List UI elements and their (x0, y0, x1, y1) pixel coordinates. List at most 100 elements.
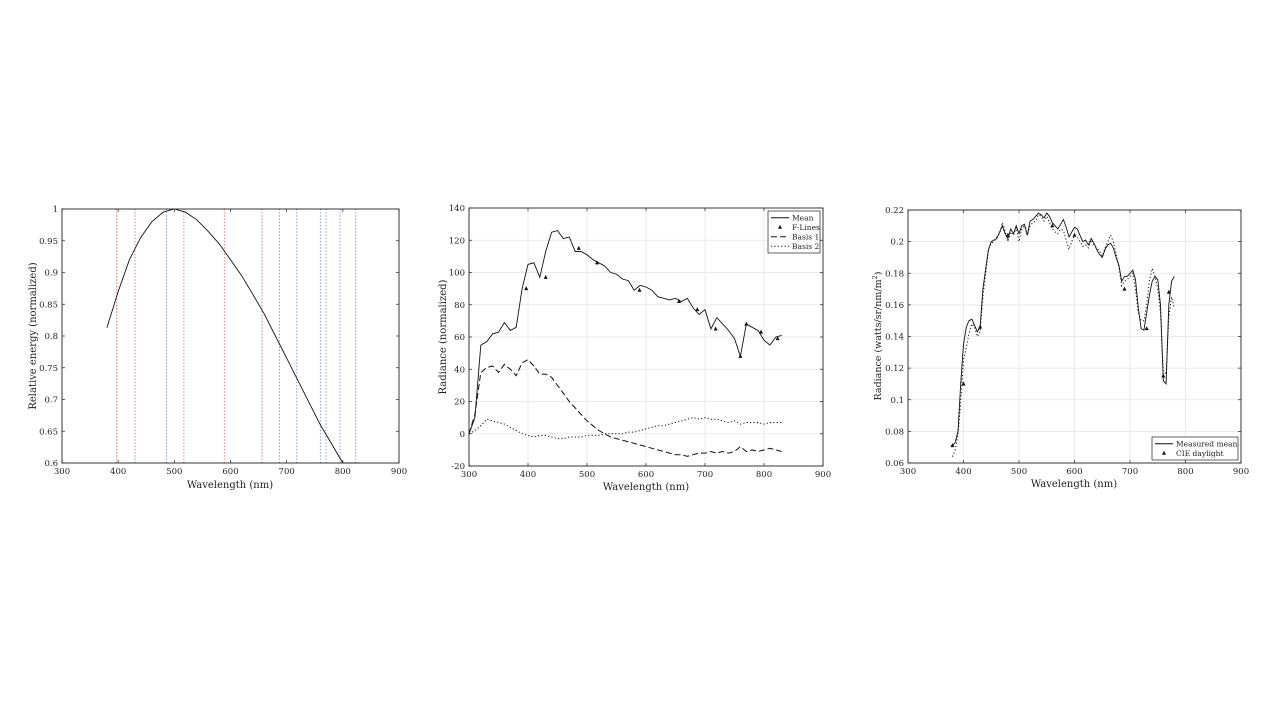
y-tick-label: 140 (449, 204, 465, 214)
chart-radiance-absolute: 300 400 500 600 700 800 900 0.06 0.08 0.1 0.12 0.14… (871, 206, 1249, 490)
data-point-marker (713, 326, 718, 331)
y-tick-label: -20 (451, 462, 465, 472)
legend-marker (1162, 450, 1166, 455)
data-point-marker (1005, 232, 1010, 237)
x-tick-label: 900 (815, 470, 831, 480)
x-tick-label: 400 (520, 470, 536, 480)
data-point-marker (576, 245, 581, 250)
x-tick-label: 600 (638, 470, 654, 480)
chart-2-plot-layer: 300 400 500 600 700 800 900 -20 0 20 40 60 80 100 120 1… (449, 204, 831, 480)
data-point-marker (1144, 326, 1149, 331)
x-tick-label: 500 (1011, 467, 1027, 477)
data-point-marker (738, 353, 743, 358)
data-point-marker (978, 324, 983, 329)
y-tick-label: 0.06 (885, 459, 904, 469)
x-tick-label: 400 (110, 467, 126, 477)
x-tick-label: 300 (54, 467, 70, 477)
y-tick-label: 40 (454, 365, 465, 375)
y-tick-label: 0.08 (885, 427, 904, 437)
chart-3-xlabel: Wavelength (nm) (1031, 479, 1117, 490)
x-tick-label: 300 (900, 467, 916, 477)
legend-label: Basis 2 (792, 242, 819, 251)
x-tick-label: 800 (1177, 467, 1193, 477)
x-tick-label: 500 (579, 470, 595, 480)
x-tick-label: 700 (279, 467, 295, 477)
legend-label: CIE daylight (1176, 449, 1224, 458)
data-point-marker (543, 274, 548, 279)
y-tick-label: 0.1 (890, 396, 904, 406)
chart-3-ylabel: Radiance (watts/sr/nm/m2) (871, 272, 884, 401)
y-tick-label: 0.7 (44, 396, 58, 406)
y-tick-label: 0.8 (44, 332, 58, 342)
data-point-marker (595, 260, 600, 265)
y-tick-label: 0 (460, 430, 465, 440)
y-tick-label: 0.16 (885, 301, 904, 311)
data-point-marker (744, 321, 749, 326)
x-tick-label: 500 (166, 467, 182, 477)
data-point-marker (775, 336, 780, 341)
axes-frame (61, 208, 400, 464)
y-tick-label: 0.85 (39, 300, 58, 310)
y-tick-label: 0.12 (885, 364, 904, 374)
x-tick-label: 800 (335, 467, 351, 477)
x-tick-label: 800 (756, 470, 772, 480)
data-point-marker (524, 286, 529, 291)
y-tick-label: 0.75 (39, 364, 58, 374)
chart-2-xlabel: Wavelength (nm) (603, 482, 689, 493)
chart-2-ylabel: Radiance (normalized) (438, 279, 449, 394)
data-point-marker (677, 299, 682, 304)
y-tick-label: 0.18 (885, 269, 904, 279)
data-point-marker (1050, 223, 1055, 228)
series-line-1 (468, 230, 782, 434)
x-tick-label: 600 (1066, 467, 1082, 477)
legend-marker (778, 224, 782, 229)
legend-label: Mean (792, 214, 814, 223)
y-tick-label: 60 (454, 333, 465, 343)
chart-1-ylabel: Relative energy (normalized) (28, 262, 39, 409)
data-point-marker (695, 307, 700, 312)
data-point-marker (1072, 232, 1077, 237)
legend-label: Basis 1 (792, 233, 819, 242)
data-point-marker (759, 329, 764, 334)
legend-box (1151, 436, 1239, 461)
y-tick-label: 0.2 (890, 238, 904, 248)
data-point-marker (961, 381, 966, 386)
chart-radiance-normalized: 300 400 500 600 700 800 900 -20 0 20 40 60 80 100 120 1… (438, 204, 831, 493)
chart-relative-energy: 300 400 500 600 700 800 900 0.6 0.65 0.7 0.75 0.8 0.… (28, 205, 407, 491)
y-tick-label: 120 (449, 236, 465, 246)
y-tick-label: 0.6 (44, 459, 58, 469)
legend-label: Measured mean (1176, 440, 1237, 449)
x-tick-label: 700 (1122, 467, 1138, 477)
chart-3-ylabel-sup: 2 (871, 275, 879, 279)
data-point-marker (1161, 373, 1166, 378)
y-tick-label: 100 (449, 269, 465, 279)
x-tick-label: 600 (222, 467, 238, 477)
series-line-4 (468, 417, 782, 440)
chart-3-ylabel-main: Radiance (watts/sr/nm/m (873, 279, 884, 400)
y-tick-label: 0.95 (39, 237, 58, 247)
chart-3-plot-layer: 300 400 500 600 700 800 900 0.06 0.08 0.1 0.12 0.14… (885, 206, 1249, 477)
series-line-3 (468, 358, 782, 457)
data-point-marker (637, 287, 642, 292)
y-tick-label: 1 (53, 205, 58, 215)
series-line-2 (951, 213, 1175, 457)
series-line-1 (952, 212, 1175, 446)
x-tick-label: 700 (697, 470, 713, 480)
y-tick-label: 0.9 (44, 269, 58, 279)
legend-label: F-Lines (792, 223, 820, 232)
y-tick-label: 20 (454, 398, 465, 408)
x-tick-label: 400 (955, 467, 971, 477)
chart-1-plot-layer: 300 400 500 600 700 800 900 0.6 0.65 0.7 0.75 0.8 0.… (39, 205, 407, 477)
y-tick-label: 80 (454, 301, 465, 311)
data-point-marker (950, 443, 955, 448)
x-tick-label: 300 (461, 470, 477, 480)
chart-3-ylabel-end: ) (873, 272, 884, 276)
y-tick-label: 0.65 (39, 427, 58, 437)
chart-1-xlabel: Wavelength (nm) (187, 480, 273, 491)
y-tick-label: 0.14 (885, 333, 904, 343)
series-line-1 (106, 208, 360, 464)
y-tick-label: 0.22 (885, 206, 904, 216)
data-point-marker (1122, 286, 1127, 291)
data-point-marker (1166, 289, 1171, 294)
